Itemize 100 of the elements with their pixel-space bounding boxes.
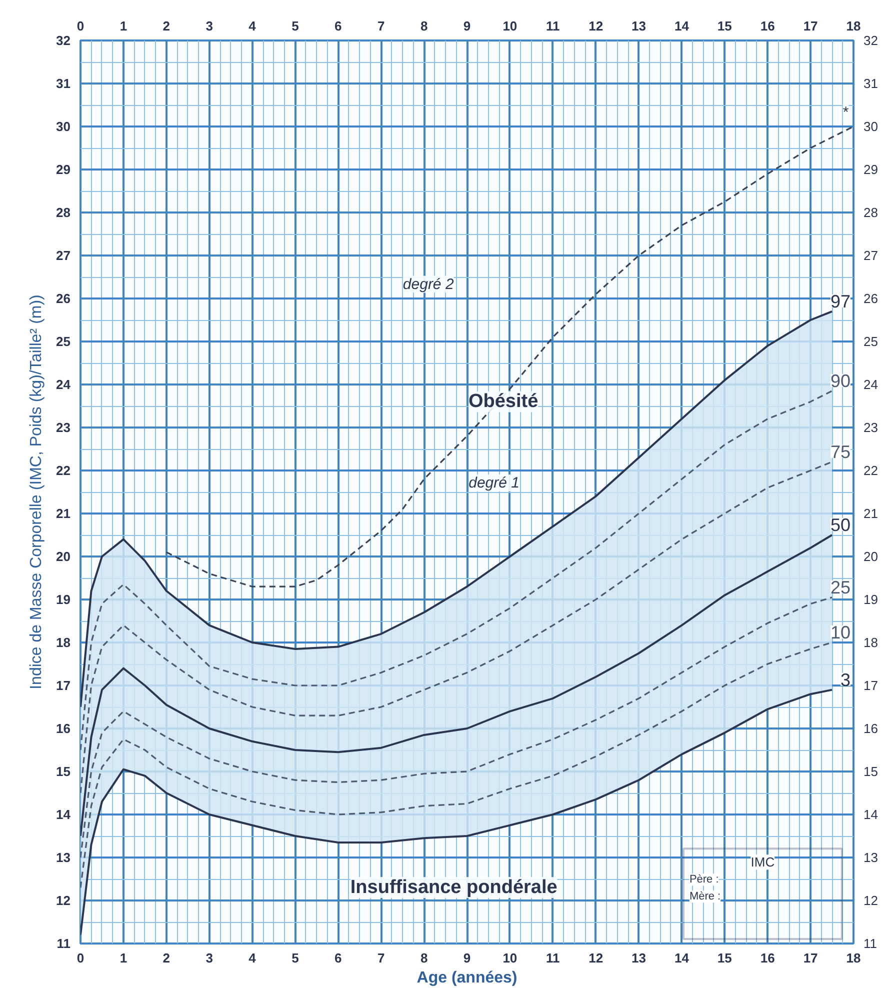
y-axis-title: Indice de Masse Corporelle (IMC, Poids (kg)/Taille² (m)) xyxy=(28,294,46,690)
series-label: 50 xyxy=(830,515,851,535)
y-tick-label: 15 xyxy=(56,764,71,779)
y2-tick-label: 28 xyxy=(864,205,878,220)
y2-tick-label: 19 xyxy=(864,592,878,607)
x-tick-label: 14 xyxy=(674,18,690,34)
x-axis-title: Age (années) xyxy=(416,970,518,986)
y-tick-label: 27 xyxy=(56,248,71,263)
y-tick-label: 21 xyxy=(56,506,71,521)
x2-tick-label: 12 xyxy=(588,950,604,966)
x2-tick-label: 2 xyxy=(162,950,170,966)
x-tick-label: 13 xyxy=(632,18,646,34)
x-tick-label: 1 xyxy=(120,18,128,34)
x-tick-label: 4 xyxy=(248,18,257,34)
x-tick-label: 9 xyxy=(463,18,471,34)
x2-tick-label: 10 xyxy=(502,950,518,966)
x-tick-label: 11 xyxy=(546,18,560,34)
annotation: Obésité xyxy=(468,391,538,412)
y2-tick-label: 32 xyxy=(864,33,878,48)
x-tick-label: 15 xyxy=(717,18,732,34)
annotation: Insuffisance pondérale xyxy=(350,877,558,898)
y2-tick-label: 25 xyxy=(864,334,878,349)
y2-tick-label: 26 xyxy=(864,291,878,306)
y2-tick-label: 20 xyxy=(864,549,878,564)
y-tick-label: 32 xyxy=(56,33,71,48)
annotation: degré 1 xyxy=(468,474,520,492)
series-label: 10 xyxy=(830,622,851,642)
y-tick-label: 29 xyxy=(56,162,71,177)
y-tick-label: 30 xyxy=(56,119,71,134)
x2-tick-label: 13 xyxy=(632,950,646,966)
x2-tick-label: 0 xyxy=(76,950,84,966)
series-label: 75 xyxy=(830,442,851,462)
series-label: 25 xyxy=(830,577,851,598)
x-tick-label: 10 xyxy=(502,18,518,34)
x2-tick-label: 15 xyxy=(717,950,732,966)
y-tick-label: 20 xyxy=(56,549,71,564)
x2-tick-label: 16 xyxy=(760,950,775,966)
annotation: degré 2 xyxy=(402,276,454,293)
y-tick-label: 18 xyxy=(56,635,71,650)
y2-tick-label: 22 xyxy=(864,463,878,478)
x-tick-label: 16 xyxy=(760,18,775,34)
y2-tick-label: 17 xyxy=(864,678,878,693)
y-tick-label: 31 xyxy=(56,76,71,91)
y-tick-label: 16 xyxy=(56,721,71,736)
x2-tick-label: 14 xyxy=(674,950,690,966)
annotation: Père : xyxy=(689,874,719,886)
x2-tick-label: 6 xyxy=(334,950,342,966)
x-tick-label: 0 xyxy=(76,18,84,34)
x2-tick-label: 3 xyxy=(206,950,213,966)
y2-tick-label: 23 xyxy=(864,420,878,435)
y-tick-label: 22 xyxy=(56,463,71,478)
y-tick-label: 12 xyxy=(56,893,71,908)
x2-tick-label: 11 xyxy=(546,950,560,966)
series-label: 97 xyxy=(830,291,851,312)
annotation: Mère : xyxy=(689,890,721,903)
y2-tick-label: 24 xyxy=(864,377,878,392)
y-tick-label: 26 xyxy=(56,291,71,306)
series-label: 3 xyxy=(840,670,851,690)
x2-tick-label: 7 xyxy=(377,950,385,966)
y2-tick-label: 27 xyxy=(864,248,878,263)
line-series xyxy=(80,390,833,751)
y-tick-label: 13 xyxy=(56,850,71,865)
y2-tick-label: 29 xyxy=(864,162,878,177)
y2-tick-label: 31 xyxy=(864,76,878,91)
x-tick-label: 17 xyxy=(803,18,818,34)
y-tick-label: 17 xyxy=(56,678,71,693)
x-tick-label: 6 xyxy=(334,18,342,34)
y-tick-label: 23 xyxy=(56,420,71,435)
y2-tick-label: 13 xyxy=(864,850,878,865)
x2-tick-label: 9 xyxy=(463,950,471,966)
x2-tick-label: 18 xyxy=(846,950,861,966)
annotation: IMC xyxy=(750,854,775,870)
y-tick-label: 24 xyxy=(56,377,72,392)
y-tick-label: 14 xyxy=(56,807,72,822)
annotation: * xyxy=(842,104,849,122)
x-tick-label: 8 xyxy=(420,18,428,34)
y-tick-label: 19 xyxy=(56,592,71,607)
x2-tick-label: 17 xyxy=(803,950,818,966)
x2-tick-label: 4 xyxy=(248,950,257,966)
x2-tick-label: 1 xyxy=(120,950,128,966)
y2-tick-label: 30 xyxy=(864,119,878,134)
x-tick-label: 12 xyxy=(588,18,604,34)
x2-tick-label: 8 xyxy=(420,950,428,966)
y2-tick-label: 12 xyxy=(864,893,878,908)
line-series xyxy=(80,596,833,858)
y2-tick-label: 21 xyxy=(864,506,878,521)
y2-tick-label: 16 xyxy=(864,721,878,736)
y-tick-label: 25 xyxy=(56,334,71,349)
y-tick-label: 28 xyxy=(56,205,71,220)
y2-tick-label: 18 xyxy=(864,635,878,650)
series-label: 90 xyxy=(830,370,851,391)
x-tick-label: 3 xyxy=(206,18,213,34)
x-tick-label: 7 xyxy=(377,18,385,34)
x-tick-label: 18 xyxy=(846,18,861,34)
x2-tick-label: 5 xyxy=(292,950,299,966)
x-tick-label: 2 xyxy=(162,18,170,34)
line-series xyxy=(80,461,833,794)
line-series xyxy=(80,688,834,936)
y2-tick-label: 11 xyxy=(864,936,877,951)
y-tick-label: 11 xyxy=(56,936,71,951)
